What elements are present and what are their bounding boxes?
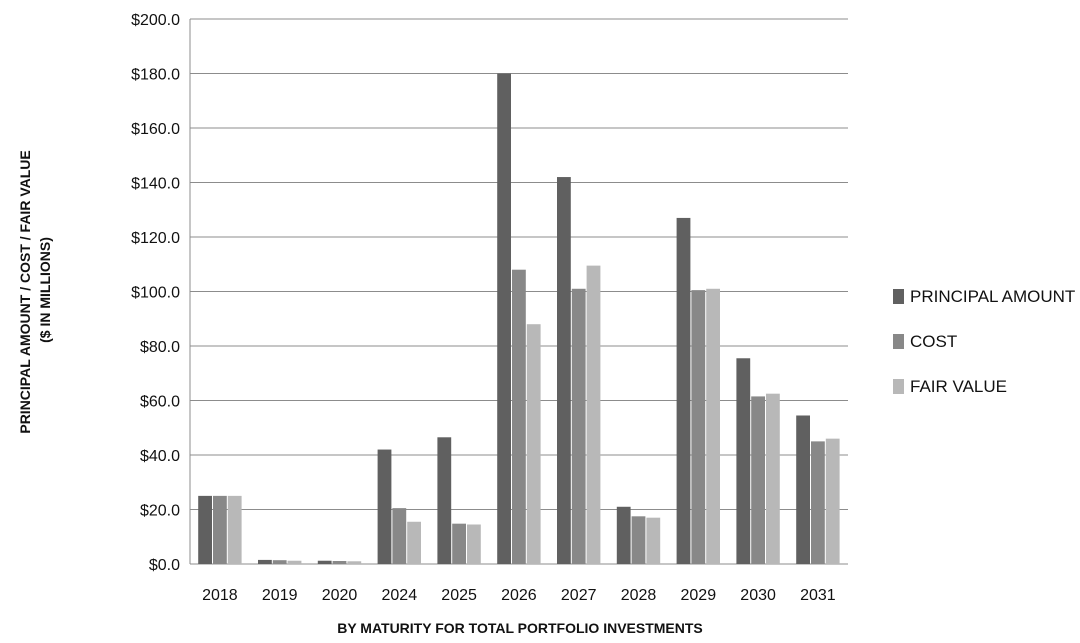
bar-cost-2031 [811,441,825,564]
bar-principal-amount-2024 [377,449,392,564]
y-tick-label: $0.0 [149,557,180,574]
x-tick-labels: 2018 2019 2020 2024 2025 2026 2027 2028 2029 2030… [202,587,836,604]
y-tick-label: $20.0 [140,503,180,520]
x-tick-label: 2018 [202,587,238,604]
y-tick-label: $100.0 [131,285,180,302]
bar-principal-amount-2018 [198,495,212,564]
y-tick-label: $120.0 [131,230,180,247]
bar-fair-value-2020 [347,561,362,564]
bar-principal-amount-2029 [676,217,691,565]
legend-label: FAIR VALUE [910,377,1007,396]
bar-principal-amount-2025 [437,437,452,564]
y-tick-labels: $0.0 $20.0 $40.0 $60.0 $80.0 $100.0 $120.0 $140… [131,12,180,574]
bar-fair-value-2030 [766,393,780,564]
bar-fair-value-2018 [227,495,242,564]
y-axis-title: PRINCIPAL AMOUNT / COST / FAIR VALUE ($ … [17,146,53,433]
x-axis-title: BY MATURITY FOR TOTAL PORTFOLIO INVESTME… [337,620,703,636]
x-tick-label: 2031 [800,587,836,604]
y-tick-label: $60.0 [140,394,180,411]
y-axis-title-line1: PRINCIPAL AMOUNT / COST / FAIR VALUE [17,150,33,433]
bar-cost-2018 [213,495,227,564]
x-tick-label: 2025 [441,587,477,604]
y-tick-label: $140.0 [131,176,180,193]
bar-fair-value-2031 [825,438,840,564]
bar-fair-value-2027 [586,265,601,564]
x-tick-label: 2030 [740,587,776,604]
legend-swatch [893,289,904,304]
y-tick-label: $200.0 [131,12,180,29]
y-tick-label: $40.0 [140,448,180,465]
bar-cost-2028 [631,516,646,564]
y-tick-label: $160.0 [131,121,180,138]
x-tick-label: 2027 [561,587,597,604]
bars [198,73,840,565]
bar-fair-value-2026 [526,324,541,564]
bar-cost-2025 [452,523,466,564]
y-tick-label: $80.0 [140,339,180,356]
legend-swatch [893,379,904,394]
bar-fair-value-2019 [287,560,302,564]
bar-principal-amount-2028 [616,506,631,564]
bar-fair-value-2028 [646,517,661,564]
x-tick-label: 2019 [262,587,298,604]
bar-cost-2027 [571,288,586,564]
x-tick-label: 2024 [382,587,418,604]
x-tick-label: 2029 [681,587,717,604]
bar-principal-amount-2031 [796,415,810,564]
bar-cost-2029 [691,290,706,564]
bar-cost-2019 [272,560,287,564]
bar-fair-value-2025 [467,524,481,564]
y-tick-label: $180.0 [131,67,180,84]
x-tick-label: 2028 [621,587,657,604]
y-axis-title-line2: ($ IN MILLIONS) [37,237,53,343]
bar-cost-2030 [751,396,765,564]
bar-fair-value-2024 [407,521,421,564]
legend: PRINCIPAL AMOUNT COST FAIR VALUE [893,287,1075,396]
bar-principal-amount-2026 [497,73,511,564]
legend-swatch [893,334,904,349]
bar-cost-2020 [332,561,347,564]
bar-cost-2026 [512,269,526,564]
x-tick-label: 2020 [322,587,358,604]
legend-label: PRINCIPAL AMOUNT [910,287,1075,306]
bar-principal-amount-2027 [557,177,571,565]
bar-principal-amount-2019 [258,559,272,564]
bar-fair-value-2029 [706,288,720,564]
bar-cost-2024 [392,508,407,564]
x-tick-label: 2026 [501,587,537,604]
bar-principal-amount-2020 [317,560,332,564]
legend-label: COST [910,332,957,351]
bar-principal-amount-2030 [736,358,751,564]
